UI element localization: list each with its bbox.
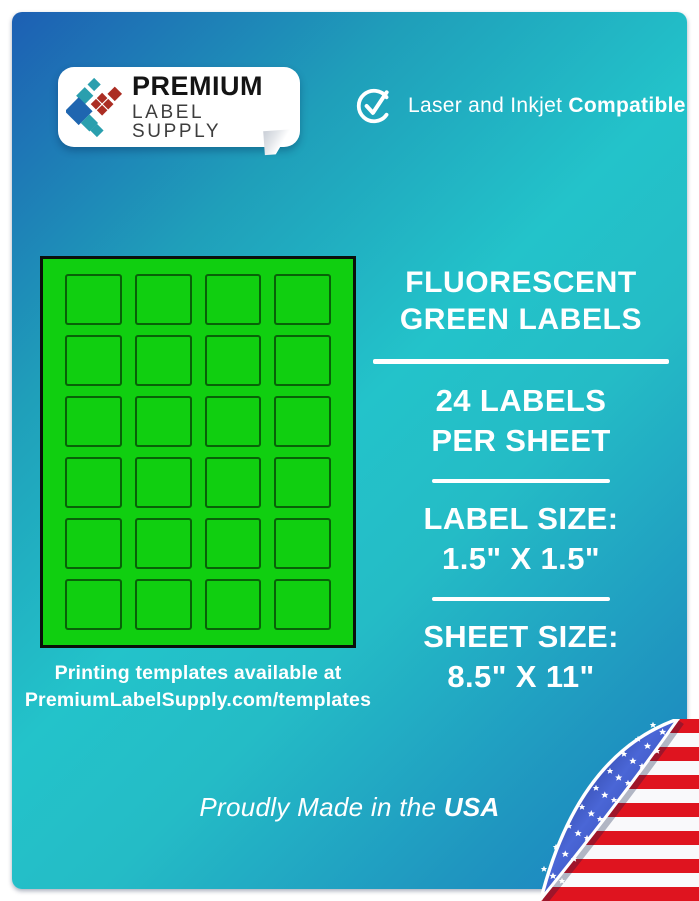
product-info-panel: FLUORESCENT GREEN LABELS 24 LABELS PER S…	[364, 264, 678, 697]
spec-label-size: LABEL SIZE: 1.5" X 1.5"	[423, 501, 619, 576]
check-circle-icon	[356, 88, 389, 124]
label-cell	[274, 457, 331, 508]
brand-badge: PREMIUM LABEL SUPPLY	[58, 67, 300, 156]
templates-note-url: PremiumLabelSupply.com/templates	[24, 689, 372, 711]
label-sheet-preview label-grid	[40, 256, 356, 648]
label-cell	[134, 274, 192, 325]
label-cell	[274, 396, 331, 447]
divider	[432, 597, 610, 601]
label-cell	[134, 518, 192, 569]
label-cell	[204, 457, 262, 508]
label-cell	[134, 579, 192, 630]
label-cell	[65, 518, 122, 569]
divider	[373, 359, 669, 364]
divider	[432, 479, 610, 483]
label-cell	[65, 396, 122, 447]
templates-note: Printing templates available at PremiumL…	[18, 660, 378, 714]
label-cell	[65, 335, 122, 386]
label-cell	[204, 579, 262, 630]
label-cell	[134, 335, 192, 386]
badge-fold-corner	[263, 128, 299, 156]
compatibility-banner: Laser and Inkjet Compatible	[354, 86, 686, 126]
brand-name-line1: PREMIUM	[132, 71, 264, 101]
brand-logo-mark	[66, 77, 123, 138]
made-in-usa-text: Proudly Made in the USA	[199, 792, 500, 822]
label-cell	[274, 518, 331, 569]
label-cell	[274, 579, 331, 630]
label-cell	[65, 274, 122, 325]
product-title: FLUORESCENT GREEN LABELS	[364, 264, 678, 338]
label-cell	[274, 335, 331, 386]
label-cell	[204, 274, 262, 325]
label-cell	[134, 396, 192, 447]
templates-note-line1: Printing templates available at	[54, 662, 342, 684]
label-cell	[134, 457, 192, 508]
brand-name-line2: LABEL SUPPLY	[132, 102, 222, 142]
gradient-background: PREMIUM LABEL SUPPLY Laser and Inkjet Co…	[12, 12, 687, 889]
compatibility-text: Laser and Inkjet Compatible	[408, 94, 686, 117]
label-cell	[204, 396, 262, 447]
spec-sheet-size: SHEET SIZE: 8.5" X 11"	[423, 619, 619, 694]
label-cell	[274, 274, 331, 325]
label-cell	[204, 518, 262, 569]
product-title-line1: FLUORESCENT	[405, 266, 637, 299]
label-cell	[65, 457, 122, 508]
product-title-line2: GREEN LABELS	[399, 303, 643, 336]
usa-flag-corner-icon	[539, 719, 699, 901]
label-cell	[65, 579, 122, 630]
brand-name: PREMIUM LABEL SUPPLY	[132, 71, 290, 142]
label-cell	[204, 335, 262, 386]
spec-labels-per-sheet: 24 LABELS PER SHEET	[431, 383, 611, 458]
